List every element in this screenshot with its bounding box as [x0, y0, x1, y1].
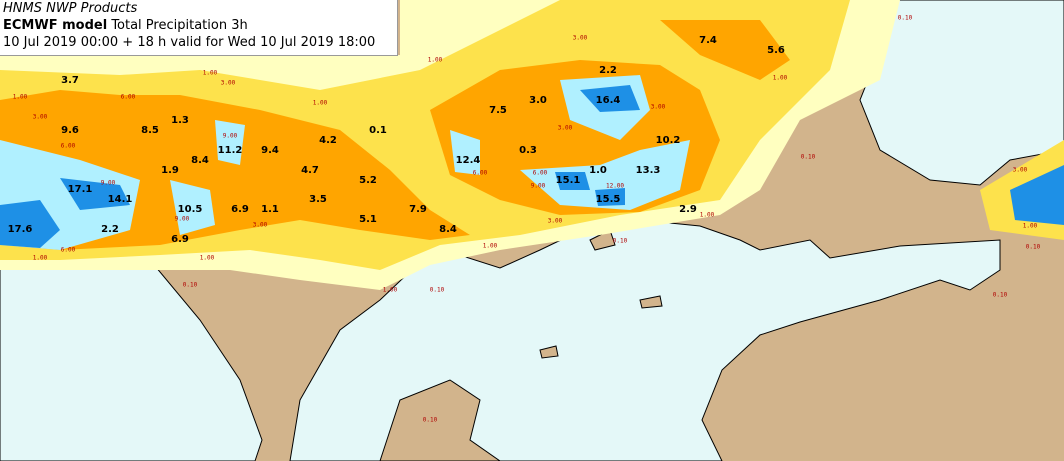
max-label: 7.4 — [699, 35, 717, 46]
contour-label: 0.10 — [430, 287, 445, 294]
contour-label: 0.10 — [1026, 244, 1041, 251]
contour-label: 3.00 — [221, 80, 236, 87]
contour-label: 1.00 — [383, 287, 398, 294]
contour-label: 0.10 — [613, 238, 628, 245]
max-label: 5.2 — [359, 175, 377, 186]
max-label: 1.9 — [161, 165, 179, 176]
contour-label: 1.00 — [1023, 223, 1038, 230]
contour-label: 6.00 — [473, 170, 488, 177]
contour-label: 3.00 — [573, 35, 588, 42]
max-label: 7.5 — [489, 105, 507, 116]
contour-label: 1.00 — [773, 75, 788, 82]
header: HNMS NWP Products ECMWF model Total Prec… — [0, 0, 398, 56]
islands — [379, 229, 663, 461]
max-label: 15.1 — [556, 175, 581, 186]
contour-label: 1.00 — [200, 255, 215, 262]
max-label: 16.4 — [596, 95, 621, 106]
model: ECMWF model — [3, 18, 108, 33]
max-label: 15.5 — [596, 194, 621, 205]
max-label: 1.1 — [261, 204, 279, 215]
max-label: 1.0 — [589, 165, 607, 176]
contour-label: 9.00 — [223, 133, 238, 140]
max-label: 9.4 — [261, 145, 279, 156]
contour-label: 0.10 — [801, 154, 816, 161]
max-label: 13.3 — [636, 165, 661, 176]
max-label: 2.9 — [679, 204, 697, 215]
max-label: 5.6 — [767, 45, 785, 56]
contour-label: 9.00 — [175, 216, 190, 223]
max-label: 6.9 — [231, 204, 249, 215]
max-label: 12.4 — [456, 155, 481, 166]
max-label: 7.9 — [409, 204, 427, 215]
contour-label: 3.00 — [33, 114, 48, 121]
max-label: 4.7 — [301, 165, 319, 176]
max-label: 2.2 — [599, 65, 617, 76]
labels: 3.7 9.6 8.5 1.3 8.4 11.2 9.4 4.2 0.1 1.9 17.1 14.1 1… — [8, 15, 1041, 424]
contour-label: 6.00 — [61, 143, 76, 150]
max-label: 17.1 — [68, 184, 93, 195]
contour-label: 1.00 — [313, 100, 328, 107]
contour-label: 1.00 — [13, 94, 28, 101]
contour-label: 1.00 — [203, 70, 218, 77]
contour-label: 6.00 — [121, 94, 136, 101]
max-label: 10.5 — [178, 204, 203, 215]
contour-label: 6.00 — [533, 170, 548, 177]
max-label: 3.5 — [309, 194, 327, 205]
contour-label: 3.00 — [548, 218, 563, 225]
max-label: 4.2 — [319, 135, 337, 146]
max-label: 17.6 — [8, 224, 33, 235]
max-label: 8.4 — [191, 155, 209, 166]
max-label: 1.3 — [171, 115, 189, 126]
max-label: 9.6 — [61, 125, 79, 136]
contour-label: 0.10 — [183, 282, 198, 289]
max-label: 14.1 — [108, 194, 133, 205]
contour-label: 0.10 — [423, 417, 438, 424]
producer: HNMS NWP Products — [3, 1, 138, 16]
contour-label: 1.00 — [483, 243, 498, 250]
max-label: 8.4 — [439, 224, 457, 235]
contour-label: 3.00 — [558, 125, 573, 132]
contour-label: 1.00 — [700, 212, 715, 219]
max-label: 11.2 — [218, 145, 243, 156]
contour-label: 6.00 — [61, 247, 76, 254]
max-label: 8.5 — [141, 125, 159, 136]
precipitation — [0, 0, 1064, 290]
contour-label: 9.00 — [101, 180, 116, 187]
contour-label: 1.00 — [428, 57, 443, 64]
contour-label: 12.00 — [606, 183, 624, 190]
max-label: 0.1 — [369, 125, 387, 136]
contour-label: 3.00 — [651, 104, 666, 111]
field: Total Precipitation 3h — [111, 18, 248, 33]
contour-label: 0.10 — [993, 292, 1008, 299]
contour-label: 9.00 — [531, 183, 546, 190]
contour-label: 3.00 — [253, 222, 268, 229]
validity: 10 Jul 2019 00:00 + 18 h valid for Wed 1… — [3, 35, 376, 50]
contour-label: 0.10 — [898, 15, 913, 22]
max-label: 0.3 — [519, 145, 537, 156]
max-label: 2.2 — [101, 224, 119, 235]
max-label: 10.2 — [656, 135, 681, 146]
max-label: 5.1 — [359, 214, 377, 225]
contour-label: 1.00 — [33, 255, 48, 262]
max-label: 3.0 — [529, 95, 547, 106]
max-label: 6.9 — [171, 234, 189, 245]
contour-label: 3.00 — [1013, 167, 1028, 174]
model-line: ECMWF model Total Precipitation 3h — [3, 17, 397, 34]
max-label: 3.7 — [61, 75, 79, 86]
